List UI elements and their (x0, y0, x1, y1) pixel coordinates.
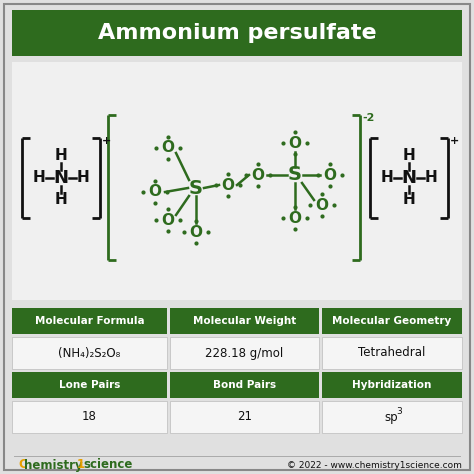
Text: H: H (402, 148, 415, 164)
FancyBboxPatch shape (12, 62, 462, 300)
Text: O: O (289, 210, 301, 226)
Text: O: O (221, 177, 235, 192)
FancyBboxPatch shape (170, 401, 319, 433)
Text: N: N (54, 169, 69, 187)
FancyBboxPatch shape (322, 372, 462, 398)
Text: S: S (288, 165, 302, 184)
Text: +: + (102, 136, 111, 146)
Text: O: O (148, 184, 162, 200)
FancyBboxPatch shape (170, 372, 319, 398)
FancyBboxPatch shape (12, 337, 167, 369)
Text: O: O (323, 167, 337, 182)
Text: Hybridization: Hybridization (352, 380, 432, 390)
Text: science: science (83, 458, 132, 472)
FancyBboxPatch shape (12, 372, 167, 398)
Text: Molecular Formula: Molecular Formula (35, 316, 144, 326)
Text: Molecular Weight: Molecular Weight (193, 316, 296, 326)
Text: (NH₄)₂S₂O₈: (NH₄)₂S₂O₈ (58, 346, 120, 359)
Text: O: O (316, 198, 328, 212)
Text: O: O (162, 212, 174, 228)
Text: 18: 18 (82, 410, 97, 423)
FancyBboxPatch shape (12, 10, 462, 56)
Text: © 2022 - www.chemistry1science.com: © 2022 - www.chemistry1science.com (287, 461, 462, 470)
Text: Bond Pairs: Bond Pairs (213, 380, 276, 390)
Text: Molecular Geometry: Molecular Geometry (332, 316, 452, 326)
Text: 228.18 g/mol: 228.18 g/mol (205, 346, 283, 359)
Text: Ammonium persulfate: Ammonium persulfate (98, 23, 376, 43)
Text: 21: 21 (237, 410, 252, 423)
Text: Tetrahedral: Tetrahedral (358, 346, 426, 359)
Text: -2: -2 (362, 113, 374, 123)
Text: H: H (55, 148, 67, 164)
Text: H: H (381, 171, 393, 185)
Text: sp: sp (384, 410, 398, 423)
FancyBboxPatch shape (170, 308, 319, 334)
Text: H: H (402, 192, 415, 208)
FancyBboxPatch shape (322, 308, 462, 334)
Text: N: N (401, 169, 417, 187)
Text: O: O (190, 225, 202, 239)
Text: C: C (18, 458, 27, 472)
FancyBboxPatch shape (170, 337, 319, 369)
Text: H: H (425, 171, 438, 185)
FancyBboxPatch shape (322, 401, 462, 433)
Text: +: + (450, 136, 459, 146)
Text: 3: 3 (396, 408, 402, 417)
Text: Lone Pairs: Lone Pairs (59, 380, 120, 390)
Text: O: O (162, 140, 174, 155)
FancyBboxPatch shape (12, 308, 167, 334)
Text: H: H (33, 171, 46, 185)
FancyBboxPatch shape (322, 337, 462, 369)
FancyBboxPatch shape (12, 401, 167, 433)
Text: H: H (77, 171, 90, 185)
Text: 1: 1 (77, 458, 85, 472)
Text: O: O (252, 167, 264, 182)
FancyBboxPatch shape (4, 4, 470, 470)
Text: O: O (289, 136, 301, 151)
Text: hemistry: hemistry (24, 458, 82, 472)
Text: H: H (55, 192, 67, 208)
Text: S: S (189, 179, 203, 198)
